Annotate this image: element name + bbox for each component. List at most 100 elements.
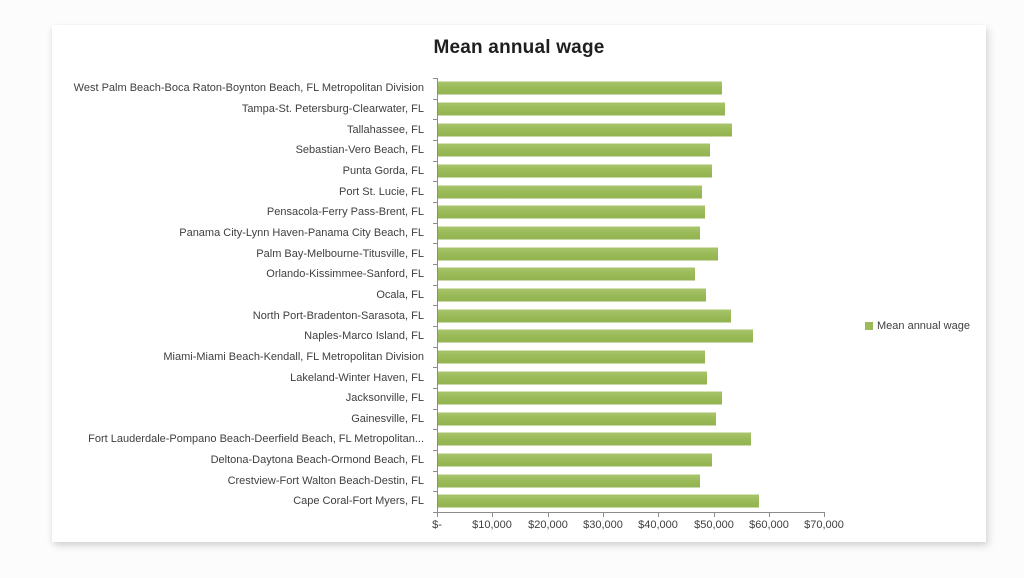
bar (437, 453, 713, 467)
category-label: North Port-Bradenton-Sarasota, FL (252, 309, 424, 322)
category-label: Gainesville, FL (351, 412, 424, 425)
y-axis-tick (433, 140, 437, 141)
y-axis-tick (433, 388, 437, 389)
bar (437, 474, 700, 488)
y-axis-tick (433, 429, 437, 430)
bar (437, 309, 731, 323)
category-label: West Palm Beach-Boca Raton-Boynton Beach… (73, 82, 424, 95)
bar (437, 226, 700, 240)
bar-track (431, 305, 986, 326)
bar-track (431, 161, 986, 182)
chart-row: Cape Coral-Fort Myers, FL (52, 491, 986, 512)
bar-track (431, 388, 986, 409)
bar-track (431, 140, 986, 161)
y-axis-tick (433, 181, 437, 182)
chart-row: Orlando-Kissimmee-Sanford, FL (52, 264, 986, 285)
x-axis-tick (548, 513, 549, 517)
category-label: Fort Lauderdale-Pompano Beach-Deerfield … (88, 433, 424, 446)
x-axis-tick-label: $40,000 (638, 519, 678, 531)
category-label: Pensacola-Ferry Pass-Brent, FL (266, 206, 424, 219)
bar-track (431, 119, 986, 140)
chart-row: North Port-Bradenton-Sarasota, FL (52, 305, 986, 326)
x-axis-tick (658, 513, 659, 517)
x-axis-tick (437, 513, 438, 517)
y-axis-line (437, 78, 438, 513)
x-axis-tick-label: $70,000 (804, 519, 844, 531)
y-axis-tick (433, 99, 437, 100)
bar-track (431, 450, 986, 471)
category-label: Tallahassee, FL (346, 123, 424, 136)
x-axis-tick (714, 513, 715, 517)
bar (437, 391, 722, 405)
bar (437, 329, 754, 343)
y-axis-tick (433, 305, 437, 306)
x-axis-tick (769, 513, 770, 517)
bar-track (431, 264, 986, 285)
bar (437, 102, 725, 116)
chart-row: Sebastian-Vero Beach, FL (52, 140, 986, 161)
y-axis-tick (433, 409, 437, 410)
bar-track (431, 223, 986, 244)
category-label: Naples-Marco Island, FL (304, 330, 424, 343)
bar-track (431, 491, 986, 512)
bar-track (431, 99, 986, 120)
category-label: Tampa-St. Petersburg-Clearwater, FL (241, 102, 424, 115)
bar (437, 143, 711, 157)
bar (437, 164, 713, 178)
bar-track (431, 202, 986, 223)
category-label: Ocala, FL (376, 288, 424, 301)
chart-row: Tampa-St. Petersburg-Clearwater, FL (52, 99, 986, 120)
bar (437, 247, 719, 261)
y-axis-tick (433, 223, 437, 224)
chart-row: Crestview-Fort Walton Beach-Destin, FL (52, 470, 986, 491)
bar (437, 81, 723, 95)
bar (437, 350, 705, 364)
x-axis-tick-label: $10,000 (472, 519, 512, 531)
category-label: Orlando-Kissimmee-Sanford, FL (266, 268, 424, 281)
category-label: Sebastian-Vero Beach, FL (295, 144, 424, 157)
x-axis-tick (824, 513, 825, 517)
bar-track (431, 181, 986, 202)
bar-track (431, 326, 986, 347)
y-axis-tick (433, 471, 437, 472)
y-axis-tick (433, 491, 437, 492)
y-axis-tick (433, 367, 437, 368)
bar (437, 288, 707, 302)
category-label: Miami-Miami Beach-Kendall, FL Metropolit… (163, 350, 424, 363)
bar-track (431, 243, 986, 264)
chart-row: Palm Bay-Melbourne-Titusville, FL (52, 243, 986, 264)
x-axis-line (437, 512, 825, 513)
x-axis-tick (492, 513, 493, 517)
bar-track (431, 367, 986, 388)
plot-area: West Palm Beach-Boca Raton-Boynton Beach… (52, 78, 986, 531)
y-axis-tick (433, 285, 437, 286)
chart-row: Lakeland-Winter Haven, FL (52, 367, 986, 388)
chart-panel: Mean annual wage West Palm Beach-Boca Ra… (52, 25, 986, 542)
y-axis-tick (433, 450, 437, 451)
bar-rows: West Palm Beach-Boca Raton-Boynton Beach… (52, 78, 986, 512)
bar (437, 185, 703, 199)
bar-track (431, 78, 986, 99)
category-label: Port St. Lucie, FL (339, 185, 424, 198)
chart-row: Port St. Lucie, FL (52, 181, 986, 202)
x-axis-tick-label: $20,000 (528, 519, 568, 531)
bar (437, 432, 751, 446)
category-label: Punta Gorda, FL (342, 164, 424, 177)
x-axis-tick-label: $30,000 (583, 519, 623, 531)
chart-row: Fort Lauderdale-Pompano Beach-Deerfield … (52, 429, 986, 450)
bar (437, 205, 705, 219)
chart-row: Pensacola-Ferry Pass-Brent, FL (52, 202, 986, 223)
bar-track (431, 409, 986, 430)
y-axis-tick (433, 161, 437, 162)
bar (437, 267, 695, 281)
category-label: Panama City-Lynn Haven-Panama City Beach… (179, 226, 424, 239)
y-axis-tick (433, 243, 437, 244)
bar-track (431, 347, 986, 368)
y-axis-tick (433, 347, 437, 348)
x-axis-tick (603, 513, 604, 517)
chart-row: Tallahassee, FL (52, 119, 986, 140)
bar (437, 412, 716, 426)
chart-row: Ocala, FL (52, 285, 986, 306)
legend-swatch-icon (865, 322, 873, 330)
y-axis-tick (433, 512, 437, 513)
